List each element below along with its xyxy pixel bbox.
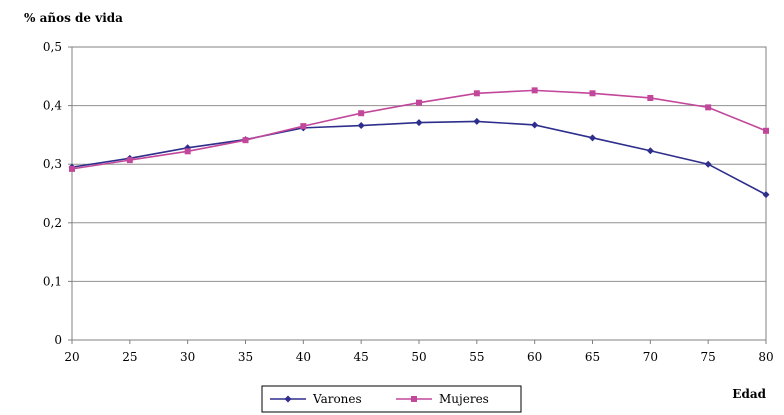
data-point bbox=[647, 94, 654, 101]
x-tick-label: 55 bbox=[469, 350, 484, 364]
legend-label: Mujeres bbox=[439, 392, 489, 406]
x-tick-label: 50 bbox=[411, 350, 426, 364]
data-point bbox=[589, 90, 596, 97]
y-tick-label: 0,5 bbox=[43, 40, 62, 54]
data-point bbox=[704, 160, 712, 168]
y-tick-label: 0,1 bbox=[43, 274, 62, 288]
data-point bbox=[416, 99, 422, 106]
x-tick-label: 75 bbox=[701, 350, 716, 364]
x-tick-label: 45 bbox=[354, 350, 369, 364]
x-axis: 20 25 30 35 40 45 50 55 60 65 70 75 80 bbox=[64, 340, 774, 364]
data-point bbox=[284, 395, 292, 403]
data-point bbox=[473, 117, 481, 125]
legend-item-varones: Varones bbox=[270, 392, 362, 406]
series-varones bbox=[68, 117, 770, 199]
y-tick-label: 0,2 bbox=[43, 216, 62, 230]
data-point bbox=[646, 147, 654, 155]
data-point bbox=[358, 110, 365, 117]
x-tick-label: 40 bbox=[296, 350, 311, 364]
y-tick-label: 0 bbox=[54, 333, 62, 347]
data-point bbox=[473, 90, 480, 97]
x-tick-label: 30 bbox=[180, 350, 195, 364]
data-point bbox=[69, 165, 75, 172]
legend: Varones Mujeres bbox=[261, 385, 522, 413]
legend-label: Varones bbox=[312, 392, 362, 406]
data-point bbox=[184, 148, 191, 155]
series-layer bbox=[68, 87, 770, 199]
data-point bbox=[300, 123, 307, 130]
data-point bbox=[705, 104, 712, 111]
plot-area-frame bbox=[71, 46, 767, 341]
x-tick-label: 80 bbox=[758, 350, 773, 364]
data-point bbox=[531, 121, 539, 129]
x-axis-title: Edad bbox=[732, 387, 766, 401]
data-point bbox=[763, 127, 769, 134]
x-tick-label: 65 bbox=[585, 350, 600, 364]
data-point bbox=[415, 119, 423, 127]
x-tick-label: 60 bbox=[527, 350, 542, 364]
y-axis-title: % años de vida bbox=[24, 11, 123, 25]
data-point bbox=[762, 191, 770, 199]
data-point bbox=[411, 396, 417, 402]
data-point bbox=[126, 157, 133, 164]
x-tick-label: 35 bbox=[238, 350, 253, 364]
legend-item-mujeres: Mujeres bbox=[396, 392, 489, 406]
series-mujeres bbox=[69, 87, 769, 172]
data-point bbox=[531, 87, 538, 94]
x-tick-label: 25 bbox=[122, 350, 137, 364]
y-axis: 0 0,1 0,2 0,3 0,4 0,5 bbox=[43, 40, 72, 347]
data-point bbox=[357, 122, 365, 130]
y-tick-label: 0,4 bbox=[43, 99, 62, 113]
data-point bbox=[589, 134, 596, 142]
data-point bbox=[242, 137, 249, 144]
series-line bbox=[71, 120, 767, 196]
y-tick-label: 0,3 bbox=[43, 157, 62, 171]
x-tick-label: 20 bbox=[64, 350, 79, 364]
grid-lines bbox=[72, 105, 766, 282]
x-tick-label: 70 bbox=[643, 350, 658, 364]
